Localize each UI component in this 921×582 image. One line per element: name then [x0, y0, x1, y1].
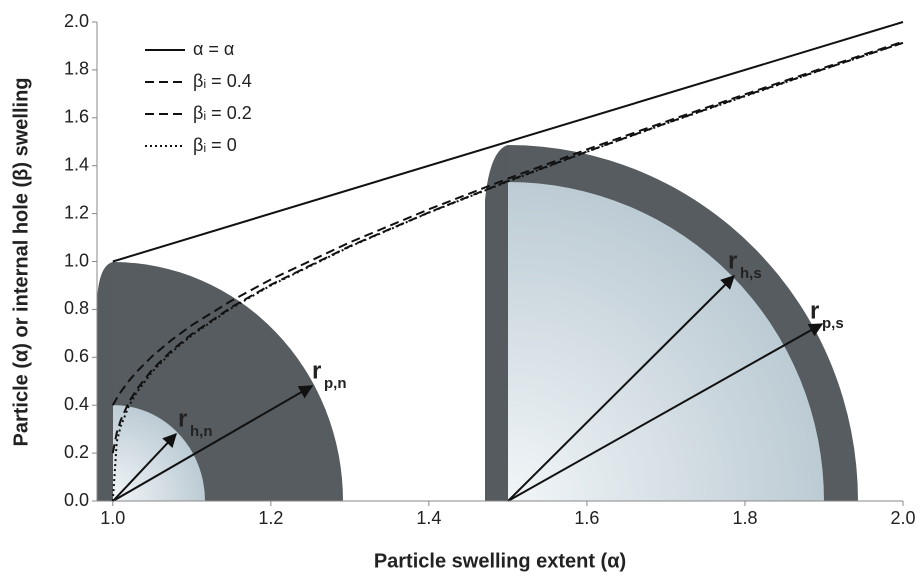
legend-label: α = α: [193, 39, 234, 59]
annotation-sub: p,s: [822, 315, 844, 332]
annotation-sub: p,n: [324, 375, 347, 392]
chart: Particle swelling extent (α) Particle (α…: [0, 0, 921, 577]
annotation: r: [728, 247, 737, 274]
y-tick-label: 0.0: [64, 490, 89, 510]
y-tick-label: 0.2: [64, 442, 89, 462]
y-tick-label: 1.6: [64, 107, 89, 127]
page: Particle swelling extent (α) Particle (α…: [0, 0, 921, 582]
x-tick-label: 1.8: [732, 508, 757, 528]
x-axis-label: Particle swelling extent (α): [374, 550, 626, 572]
x-tick-label: 2.0: [890, 508, 915, 528]
y-tick-label: 0.8: [64, 298, 89, 318]
annotation: r: [312, 357, 321, 384]
x-tick-label: 1.4: [416, 508, 441, 528]
y-axis-label: Particle (α) or internal hole (β) swelli…: [10, 77, 32, 446]
annotation: r: [810, 297, 819, 324]
y-tick-label: 1.2: [64, 202, 89, 222]
ring-edge: [97, 262, 113, 501]
annotation: r: [178, 405, 187, 432]
y-tick-label: 2.0: [64, 11, 89, 31]
legend-label: βᵢ = 0: [193, 135, 237, 155]
annotation-sub: h,s: [740, 265, 762, 282]
x-tick-label: 1.6: [574, 508, 599, 528]
annotation-sub: h,n: [190, 423, 213, 440]
y-tick-label: 0.4: [64, 394, 89, 414]
x-tick-label: 1.0: [100, 508, 125, 528]
ring-edge: [485, 145, 508, 501]
x-tick-label: 1.2: [258, 508, 283, 528]
y-tick-label: 1.4: [64, 154, 89, 174]
legend-label: βᵢ = 0.4: [193, 71, 252, 91]
legend-label: βᵢ = 0.2: [193, 103, 252, 123]
y-tick-label: 0.6: [64, 346, 89, 366]
y-tick-label: 1.8: [64, 59, 89, 79]
y-tick-label: 1.0: [64, 250, 89, 270]
